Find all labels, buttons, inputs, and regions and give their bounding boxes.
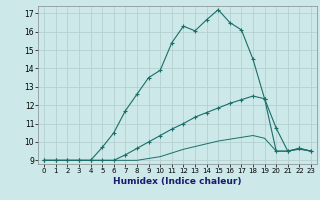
X-axis label: Humidex (Indice chaleur): Humidex (Indice chaleur) — [113, 177, 242, 186]
